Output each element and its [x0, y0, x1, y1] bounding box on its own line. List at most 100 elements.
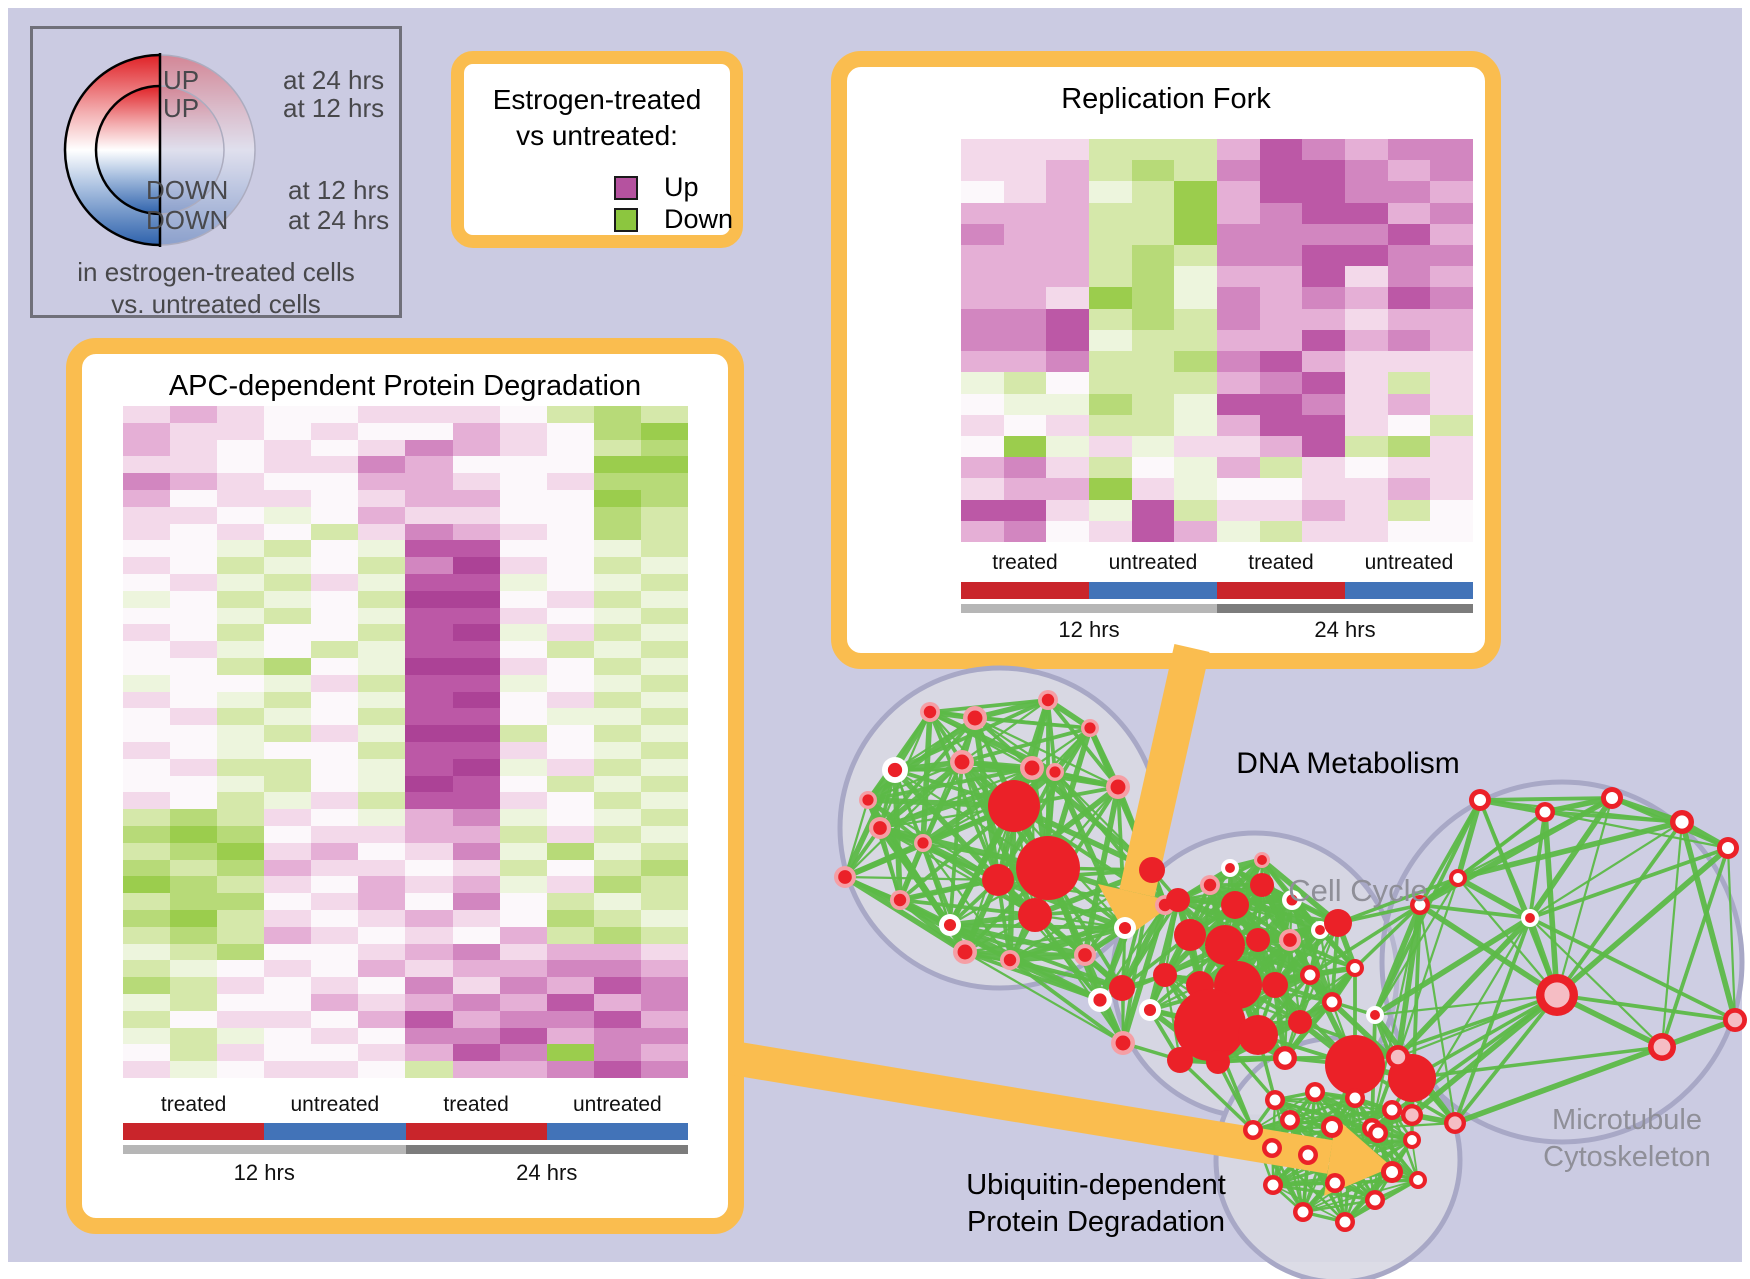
heatmap-cell: [961, 520, 1004, 542]
heatmap-cell: [311, 456, 359, 474]
heatmap-cell: [1003, 457, 1047, 479]
network-edge: [973, 716, 1034, 770]
heatmap-cell: [311, 775, 359, 793]
heatmap-cell: [1430, 223, 1473, 246]
network-edge: [1395, 916, 1533, 1059]
heatmap-cell: [264, 1010, 312, 1028]
heatmap-cell: [170, 993, 218, 1011]
network-edge: [899, 878, 999, 902]
heatmap-cell: [499, 1010, 547, 1028]
heatmap-cell: [640, 506, 688, 524]
heatmap-cell: [593, 590, 641, 608]
heatmap-cell: [546, 758, 594, 776]
heatmap-cell: [1259, 499, 1303, 521]
heatmap-cell: [217, 792, 265, 810]
heatmap-cell: [546, 641, 594, 658]
heatmap-cell: [170, 1027, 218, 1045]
heatmap-cell: [1430, 478, 1473, 500]
heatmap-cell: [593, 792, 641, 810]
heatmap-cell: [311, 792, 359, 810]
heatmap-cell: [217, 1061, 265, 1078]
heatmap-cell: [546, 607, 594, 625]
heatmap-cell: [123, 859, 171, 877]
heatmap-cell: [405, 456, 453, 474]
heatmap-cell: [1003, 435, 1047, 458]
gene-node-solid: [1250, 873, 1274, 897]
heatmap-cell: [217, 657, 265, 675]
heatmap-cell: [1302, 499, 1345, 521]
heatmap-cell: [640, 876, 688, 894]
heatmap-cell: [405, 523, 453, 541]
heatmap-cell: [593, 456, 641, 474]
heatmap-cell: [405, 876, 453, 894]
heatmap-cell: [264, 859, 312, 877]
network-edge: [867, 766, 1033, 802]
heatmap-cell: [499, 893, 547, 910]
heatmap-cell: [1003, 414, 1047, 436]
network-edge: [843, 799, 870, 878]
heatmap-cell: [546, 960, 594, 978]
updown-legend-down-row: Down: [614, 204, 733, 235]
heatmap-cell: [640, 741, 688, 759]
gene-node-core: [1143, 1003, 1157, 1017]
heatmap-cell: [358, 960, 406, 978]
heatmap-cell: [640, 439, 688, 457]
heatmap-cell: [452, 1027, 500, 1045]
heatmap-cell: [593, 691, 641, 709]
heatmap-cell: [217, 1010, 265, 1028]
heatmap-cell: [1345, 520, 1388, 542]
apc-title: APC-dependent Protein Degradation: [168, 370, 642, 402]
heatmap-cell: [1345, 266, 1388, 288]
gene-node-pink-core: [1727, 1012, 1743, 1028]
heatmap-cell: [961, 435, 1004, 458]
gene-node-core: [1093, 993, 1107, 1007]
heatmap-cell: [1259, 414, 1303, 436]
heatmap-cell: [546, 725, 594, 742]
gene-node-core: [1118, 921, 1132, 935]
gene-node-white-core: [1329, 1177, 1341, 1189]
gene-node-white-core: [1372, 1127, 1384, 1139]
heatmap-cell: [264, 926, 312, 944]
network-edge: [1544, 810, 1729, 850]
apc-12hrs-label: 12 hrs: [233, 1160, 295, 1185]
heatmap-cell: [405, 893, 453, 910]
heatmap-cell: [546, 506, 594, 524]
heatmap-cell: [961, 393, 1004, 415]
gene-node-core: [1315, 925, 1325, 935]
heatmap-cell: [1046, 202, 1089, 224]
heatmap-cell: [499, 1027, 547, 1045]
heatmap-cell: [358, 909, 406, 927]
heatmap-cell: [546, 708, 594, 726]
heatmap-cell: [311, 624, 359, 642]
heatmap-cell: [170, 473, 218, 490]
heatmap-cell: [170, 708, 218, 726]
gene-node-white-core: [1473, 793, 1487, 807]
replication-fork-group-labels: treated untreated treated untreated: [961, 551, 1473, 577]
heatmap-cell: [1089, 139, 1132, 161]
heatmap-cell: [170, 523, 218, 541]
heatmap-cell: [1003, 139, 1047, 161]
heatmap-cell: [640, 775, 688, 793]
heatmap-cell: [311, 960, 359, 978]
gene-node-core: [923, 705, 937, 719]
heatmap-cell: [640, 674, 688, 692]
heatmap-cell: [405, 422, 453, 440]
heatmap-cell: [264, 909, 312, 927]
heatmap-cell: [405, 993, 453, 1011]
network-edge: [961, 726, 1091, 764]
heatmap-cell: [311, 741, 359, 759]
heatmap-cell: [217, 557, 265, 574]
heatmap-cell: [452, 792, 500, 810]
network-edge: [898, 897, 967, 955]
heatmap-cell: [452, 926, 500, 944]
heatmap-cell: [1046, 308, 1089, 330]
heatmap-cell: [640, 624, 688, 642]
heatmap-cell: [452, 725, 500, 742]
heatmap-cell: [1302, 181, 1345, 203]
gene-node-solid: [1018, 898, 1052, 932]
heatmap-cell: [1217, 351, 1260, 373]
gene-node-core: [893, 893, 907, 907]
network-edge: [949, 922, 1086, 958]
heatmap-cell: [1387, 329, 1431, 352]
heatmap-cell: [264, 708, 312, 726]
